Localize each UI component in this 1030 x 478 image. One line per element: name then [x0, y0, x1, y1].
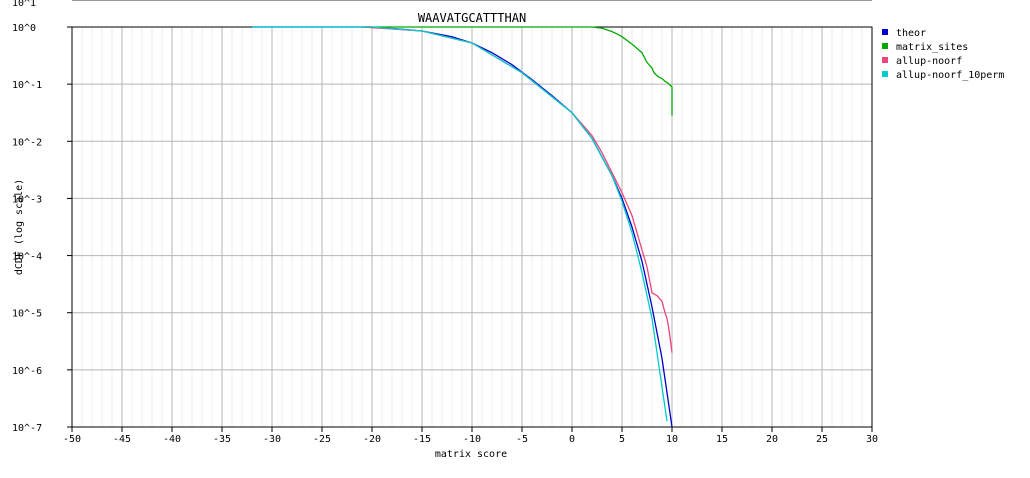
- series-line-allup-noorf_10perm: [252, 26, 668, 422]
- y-tick-label: 10^-2: [12, 137, 42, 148]
- legend-label: theor: [896, 28, 926, 39]
- x-tick-label: 30: [866, 434, 878, 445]
- x-tick-label: 15: [716, 434, 728, 445]
- legend-swatch: [882, 29, 888, 35]
- y-axis-title: dCDF (log scale): [14, 179, 25, 275]
- x-tick-label: -35: [213, 434, 231, 445]
- x-tick-label: -10: [463, 434, 481, 445]
- legend-label: matrix_sites: [896, 42, 968, 53]
- legend-label: allup-noorf_10perm: [896, 70, 1004, 81]
- x-tick-label: 20: [766, 434, 778, 445]
- legend-swatch: [882, 71, 888, 77]
- x-tick-label: 10: [666, 434, 678, 445]
- x-tick-label: 0: [569, 434, 575, 445]
- x-axis-title: matrix score: [435, 449, 507, 460]
- x-tick-label: 25: [816, 434, 828, 445]
- y-tick-label: 10^-6: [12, 366, 42, 377]
- x-axis: -50 -45 -40 -35 -30 -25 -20 -15 -10 -5 0 5 10 15 20 25 3…: [63, 427, 878, 445]
- y-tick-label: 10^-4: [12, 252, 42, 263]
- x-tick-label: -25: [313, 434, 331, 445]
- y-axis: 10^-7 10^-6 10^-5 10^-4 10^-3 10^-2 10^-1 10^0: [12, 23, 72, 434]
- legend-label: allup-noorf: [896, 56, 962, 67]
- series-line-matrix_sites: [362, 26, 673, 116]
- minor-grid: [81, 27, 863, 427]
- series-lines: [252, 26, 673, 428]
- top-cut-label: 10^1: [12, 0, 36, 9]
- x-tick-label: -30: [263, 434, 281, 445]
- y-tick-label: 10^-5: [12, 309, 42, 320]
- x-tick-label: -50: [63, 434, 81, 445]
- x-tick-label: 5: [619, 434, 625, 445]
- chart-title: WAAVATGCATTTHAN: [418, 11, 526, 25]
- legend-swatch: [882, 43, 888, 49]
- y-tick-label: 10^-1: [12, 80, 42, 91]
- x-tick-label: -5: [516, 434, 528, 445]
- legend-swatch: [882, 57, 888, 63]
- y-tick-label: 10^-7: [12, 423, 42, 434]
- x-tick-label: -15: [413, 434, 431, 445]
- legend: theor matrix_sites allup-noorf allup-noorf_…: [882, 28, 1004, 81]
- x-tick-label: -45: [113, 434, 131, 445]
- x-tick-label: -40: [163, 434, 181, 445]
- x-tick-label: -20: [363, 434, 381, 445]
- y-tick-label: 10^-3: [12, 194, 42, 205]
- y-tick-label: 10^0: [12, 23, 36, 34]
